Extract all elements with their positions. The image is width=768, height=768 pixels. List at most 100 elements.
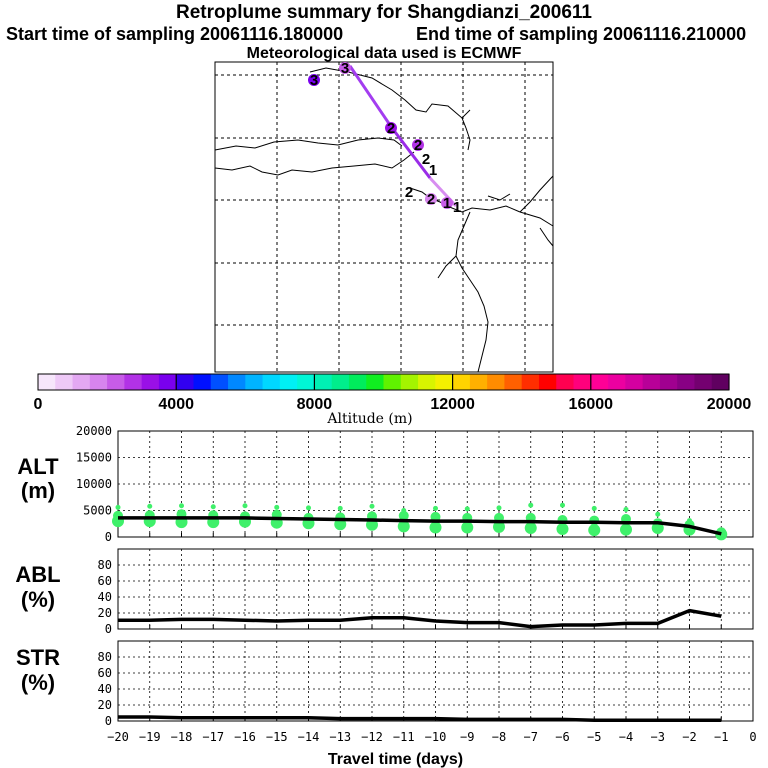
altitude-point [366,518,378,531]
y-tick-label: 80 [98,558,112,572]
trajectory-marker [339,62,351,74]
colorbar-cell [694,374,713,390]
trajectory-label: 2 [387,120,395,137]
x-tick-label: −4 [619,730,633,744]
series-line [118,608,722,629]
x-tick-label: −18 [171,730,193,744]
altitude-point [210,504,216,510]
x-tick-label: −10 [425,730,447,744]
colorbar-cell [193,374,212,390]
colorbar-cell [158,374,177,390]
y-tick-label: 40 [98,682,112,696]
trajectory-label: 2 [405,184,413,201]
x-tick-label: −7 [524,730,538,744]
colorbar-cell [521,374,540,390]
x-tick-label: −2 [682,730,696,744]
y-tick-label: 40 [98,590,112,604]
colorbar-cell [228,374,246,390]
series-line [118,516,722,536]
altitude-point [560,502,565,508]
colorbar-cell [418,374,436,390]
map-gridlines [215,62,553,372]
colorbar-cell [366,374,385,390]
colorbar-tick-label: 4000 [158,396,194,413]
colorbar-cell [659,374,678,390]
colorbar-tick-label: 8000 [297,396,333,413]
altitude-point [147,503,153,509]
colorbar-cell [176,374,195,390]
trajectory-label: 2 [414,137,422,154]
colorbar-tick-label: 20000 [707,396,752,413]
altitude-point [464,506,470,512]
x-tick-label: −14 [298,730,320,744]
altitude-point [274,504,280,510]
trajectory-marker [441,197,453,209]
trajectory-marker [425,193,437,205]
altitude-point [623,506,629,512]
colorbar-cell [141,374,160,390]
chart-title: Retroplume summary for Shangdianzi_20061… [175,2,593,23]
trajectory-marker [308,74,320,86]
y-tick-label: 10000 [76,477,112,491]
y-tick-label: 0 [105,530,112,544]
trajectory-marker [385,122,397,134]
y-tick-label: 20 [98,698,112,712]
altitude-point [433,505,438,511]
coastlines [214,67,554,373]
colorbar-cell [625,374,644,390]
x-tick-label: −1 [714,730,728,744]
colorbar-cell [38,374,56,390]
panel-abl: 0 20 40 60 80 ABL(%) [15,548,754,636]
x-tick-label: −11 [393,730,415,744]
series-line [118,715,722,722]
trajectory-segment [390,127,432,179]
altitude-point [115,504,121,510]
altitude-point [337,505,343,511]
colorbar-cell [107,374,125,390]
y-axis-label: STR [16,645,60,670]
time-series-panels: 05000100001500020000ALT(m)020406080ABL(%… [15,424,756,768]
y-tick-label: 60 [98,574,112,588]
colorbar-tick-label: 0 [34,396,43,413]
trajectory-label: 1 [443,195,451,212]
colorbar-cell [55,374,74,390]
y-axis-unit: (%) [21,587,55,612]
x-tick-label: −19 [139,730,161,744]
y-axis-label: ALT [17,454,59,479]
x-tick-label: −17 [202,730,224,744]
colorbar-cell [210,374,229,390]
colorbar-cell [331,374,350,390]
colorbar-tick-label: 12000 [430,396,475,413]
y-tick-label: 60 [98,666,112,680]
colorbar-cell [538,374,557,390]
y-axis-unit: (%) [21,670,55,695]
colorbar-cell [435,374,454,390]
end-time-label: End time of sampling 20061116.210000 [416,24,747,44]
y-tick-label: 15000 [76,451,112,465]
x-tick-label: −3 [651,730,665,744]
y-tick-label: 80 [98,650,112,664]
altitude-point [620,523,632,536]
colorbar-cell [262,374,281,390]
colorbar-cell [72,374,91,390]
altitude-point [242,503,248,509]
trajectory-label: 1 [429,162,437,179]
x-tick-label: −5 [587,730,601,744]
colorbar-cell [487,374,506,390]
colorbar-cell [590,374,609,390]
colorbar-cell [297,374,316,390]
x-tick-label: −20 [107,730,129,744]
trajectory-label: 2 [427,191,435,208]
trajectory-label: 3 [341,60,349,77]
colorbar-cell [452,374,471,390]
x-tick-label: 0 [749,730,756,744]
y-tick-label: 0 [105,714,112,728]
x-axis-label: Travel time (days) [328,751,463,768]
altitude-point [397,520,410,533]
colorbar-cell [279,374,298,390]
altitude-point [306,505,311,511]
colorbar-cell [504,374,523,390]
colorbar-cell [400,374,419,390]
